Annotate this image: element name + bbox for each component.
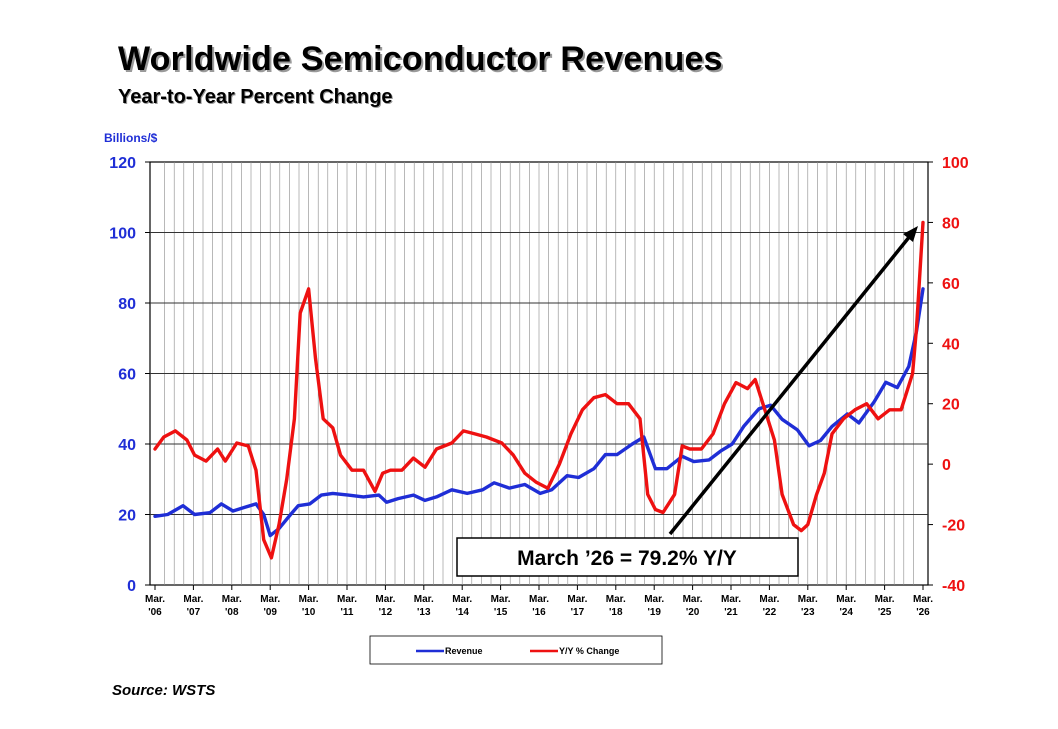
x-tick-label-year: '19: [647, 607, 661, 618]
y-left-tick-label: 120: [109, 155, 136, 172]
x-tick-label-year: '18: [609, 607, 623, 618]
x-tick-label-month: Mar.: [644, 594, 664, 605]
x-tick-label-month: Mar.: [836, 594, 856, 605]
x-tick-label-month: Mar.: [375, 594, 395, 605]
x-tick-label-month: Mar.: [452, 594, 472, 605]
y-right-tick-label: -40: [942, 578, 965, 595]
x-tick-label-month: Mar.: [491, 594, 511, 605]
x-tick-label-month: Mar.: [145, 594, 165, 605]
legend-label-yy: Y/Y % Change: [559, 646, 619, 656]
y-left-tick-label: 100: [109, 226, 136, 243]
y-right-tick-label: 80: [942, 215, 960, 232]
annotation-text: March ’26 = 79.2% Y/Y: [517, 547, 737, 570]
x-tick-label-month: Mar.: [529, 594, 549, 605]
chart-title: Worldwide Semiconductor Revenues: [118, 40, 723, 78]
x-tick-label-month: Mar.: [337, 594, 357, 605]
y-left-tick-label: 0: [127, 578, 136, 595]
x-tick-label-year: '16: [532, 607, 546, 618]
y-right-tick-label: 100: [942, 155, 969, 172]
x-tick-label-year: '20: [686, 607, 700, 618]
x-tick-label-month: Mar.: [721, 594, 741, 605]
x-tick-label-year: '24: [839, 607, 853, 618]
series-line-revenue: [153, 287, 925, 538]
source-note: Source: WSTS: [112, 682, 216, 699]
chart-subtitle: Year-to-Year Percent Change: [118, 86, 393, 108]
annotation-box: [456, 537, 799, 577]
y-left-tick-label: 40: [118, 437, 136, 454]
x-axis-ticks: [154, 585, 924, 590]
x-tick-label-year: '14: [455, 607, 469, 618]
annotation-arrowhead: [903, 226, 918, 242]
x-tick-label-month: Mar.: [606, 594, 626, 605]
x-tick-label-month: Mar.: [222, 594, 242, 605]
x-tick-label-year: '15: [494, 607, 508, 618]
y-right-tick-label: 0: [942, 457, 951, 474]
x-tick-label-year: '10: [302, 607, 316, 618]
x-tick-label-month: Mar.: [759, 594, 779, 605]
x-tick-label-year: '11: [341, 607, 354, 618]
x-tick-label-year: '26: [916, 607, 930, 618]
x-tick-label-month: Mar.: [875, 594, 895, 605]
y-right-tick-label: -20: [942, 518, 965, 535]
x-tick-label-year: '23: [801, 607, 815, 618]
x-tick-label-year: '17: [571, 607, 585, 618]
x-tick-label-month: Mar.: [798, 594, 818, 605]
y-right-tick-labels: -40 -20 0 20 40 60 80 100: [928, 155, 969, 595]
x-tick-labels: Mar. '06 Mar. '07 Mar. '08 Mar. '09 Mar. '10 Mar. '…: [145, 594, 933, 618]
y-left-tick-label: 60: [118, 367, 136, 384]
x-tick-label-month: Mar.: [913, 594, 933, 605]
x-tick-label-year: '12: [379, 607, 393, 618]
horizontal-grid: [145, 161, 928, 586]
x-tick-label-month: Mar.: [183, 594, 203, 605]
x-tick-label-month: Mar.: [414, 594, 434, 605]
legend-label-revenue: Revenue: [445, 646, 483, 656]
x-tick-label-year: '25: [878, 607, 892, 618]
x-tick-label-month: Mar.: [299, 594, 319, 605]
y-right-tick-label: 60: [942, 276, 960, 293]
annotation-arrow: [668, 234, 912, 536]
x-tick-label-year: '22: [763, 607, 777, 618]
x-tick-label-year: '21: [724, 607, 738, 618]
series-layer: [153, 220, 925, 560]
x-tick-label-year: '09: [263, 607, 277, 618]
x-tick-label-month: Mar.: [567, 594, 587, 605]
x-tick-label-year: '08: [225, 607, 239, 618]
series-line-yy-change: [153, 220, 925, 560]
x-tick-label-year: '07: [187, 607, 201, 618]
y-left-tick-label: 20: [118, 508, 136, 525]
y-left-tick-label: 80: [118, 296, 136, 313]
y-left-tick-labels: 0 20 40 60 80 100 120: [109, 155, 136, 595]
y-right-tick-label: 20: [942, 397, 960, 414]
x-tick-label-month: Mar.: [683, 594, 703, 605]
x-tick-label-month: Mar.: [260, 594, 280, 605]
y-right-tick-label: 40: [942, 336, 960, 353]
x-tick-label-year: '06: [148, 607, 162, 618]
x-tick-label-year: '13: [417, 607, 431, 618]
y-left-unit-label: Billions/$: [104, 131, 158, 145]
